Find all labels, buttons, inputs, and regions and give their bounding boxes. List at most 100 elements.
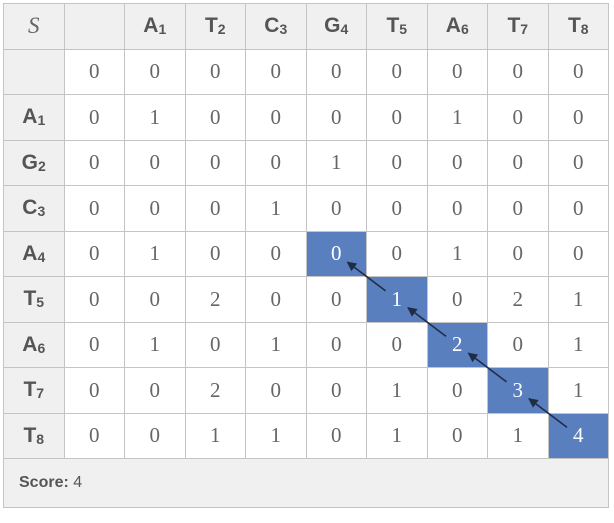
matrix-cell: 0: [305, 185, 367, 232]
column-header-8-index: 8: [580, 21, 589, 38]
matrix-cell: 1: [547, 276, 609, 323]
column-header-3: C3: [245, 3, 307, 50]
matrix-cell: 0: [366, 139, 428, 186]
corner-symbol: S: [3, 3, 65, 50]
matrix-cell: 0: [63, 367, 125, 414]
column-header-5-letter: T: [386, 14, 400, 38]
matrix-cell: 0: [305, 321, 367, 368]
matrix-cell: 0: [124, 276, 186, 323]
matrix-cell: 0: [63, 230, 125, 277]
matrix-cell: 0: [305, 94, 367, 141]
row-header-6-letter: A: [22, 332, 38, 356]
column-header-1-index: 1: [158, 21, 167, 38]
column-header-7-index: 7: [520, 21, 529, 38]
matrix-cell: 1: [547, 367, 609, 414]
matrix-cell: 0: [184, 321, 246, 368]
matrix-cell: 0: [124, 412, 186, 459]
matrix-row: A1 0 1 0 0 0 0 1 0 0: [3, 94, 609, 141]
matrix-cell: 1: [124, 230, 186, 277]
matrix-row: T8 0 0 1 1 0 1 0 1 4: [3, 412, 609, 459]
column-header-3-index: 3: [279, 21, 288, 38]
row-header-1: A1: [3, 94, 65, 141]
row-header-8: T8: [3, 412, 65, 459]
column-header-2-index: 2: [217, 21, 226, 38]
matrix-cell: 0: [305, 276, 367, 323]
row-header-7: T7: [3, 367, 65, 414]
row-header-2: G2: [3, 139, 65, 186]
matrix-cell: 0: [487, 139, 549, 186]
matrix-cell: 2: [487, 276, 549, 323]
row-header-5-index: 5: [36, 294, 45, 311]
matrix-cell: 0: [245, 94, 307, 141]
score-cell: Score: 4: [3, 458, 609, 508]
matrix-cell: 0: [547, 48, 609, 95]
matrix-cell: 0: [63, 94, 125, 141]
matrix-cell: 0: [184, 48, 246, 95]
matrix-cell: 0: [63, 139, 125, 186]
column-header-4-letter: G: [324, 14, 341, 38]
matrix-cell: 0: [487, 94, 549, 141]
matrix-cell: 1: [487, 412, 549, 459]
row-header-6-index: 6: [37, 339, 46, 356]
matrix-cell: 0: [184, 94, 246, 141]
header-row: S A1 T2 C3 G4 T5 A6 T7 T8: [3, 3, 609, 50]
matrix-cell: 1: [366, 412, 428, 459]
column-header-3-letter: C: [264, 14, 280, 38]
matrix-cell: 0: [124, 185, 186, 232]
column-header-4-index: 4: [340, 21, 349, 38]
matrix-cell: 1: [124, 321, 186, 368]
matrix-cell: 0: [547, 94, 609, 141]
matrix-cell: 0: [184, 139, 246, 186]
matrix-cell: 2: [184, 276, 246, 323]
matrix-cell: 1: [366, 367, 428, 414]
column-header-7: T7: [487, 3, 549, 50]
matrix-cell: 0: [63, 412, 125, 459]
column-header-2-letter: T: [204, 14, 218, 38]
matrix-cell: 1: [305, 139, 367, 186]
score-row: Score: 4: [3, 458, 609, 508]
matrix-cell: 1: [426, 94, 488, 141]
traceback-cell: 0: [305, 230, 367, 277]
matrix-cell: 0: [366, 48, 428, 95]
row-header-4-index: 4: [37, 248, 46, 265]
row-header-8-index: 8: [36, 430, 45, 447]
matrix-cell: 1: [426, 230, 488, 277]
matrix-cell: 0: [124, 48, 186, 95]
row-header-3-index: 3: [37, 203, 46, 220]
traceback-cell: 2: [426, 321, 488, 368]
matrix-cell: 1: [245, 321, 307, 368]
traceback-cell: 1: [366, 276, 428, 323]
matrix-row: C3 0 0 0 1 0 0 0 0 0: [3, 185, 609, 232]
matrix-cell: 1: [124, 94, 186, 141]
row-header-4: A4: [3, 230, 65, 277]
column-header-1: A1: [124, 3, 186, 50]
matrix-cell: 0: [245, 230, 307, 277]
matrix-cell: 0: [124, 367, 186, 414]
matrix-cell: 0: [124, 139, 186, 186]
score-label: Score:: [19, 474, 69, 491]
column-header-0: [63, 3, 125, 50]
matrix-cell: 0: [366, 94, 428, 141]
row-header-5-letter: T: [23, 287, 37, 311]
row-header-1-index: 1: [37, 112, 46, 129]
row-header-3: C3: [3, 185, 65, 232]
matrix-row: T7 0 0 2 0 0 1 0 3 1: [3, 367, 609, 414]
matrix-cell: 0: [184, 185, 246, 232]
matrix-cell: 0: [487, 185, 549, 232]
matrix-cell: 0: [305, 367, 367, 414]
column-header-2: T2: [184, 3, 246, 50]
matrix-cell: 0: [547, 185, 609, 232]
column-header-8: T8: [547, 3, 609, 50]
score-value: 4: [73, 474, 83, 491]
matrix-cell: 0: [63, 276, 125, 323]
row-header-3-letter: C: [22, 196, 38, 220]
row-header-1-letter: A: [22, 105, 38, 129]
row-header-2-index: 2: [38, 157, 46, 174]
column-header-5: T5: [366, 3, 428, 50]
row-header-2-letter: G: [21, 150, 39, 174]
matrix-cell: 0: [426, 276, 488, 323]
matrix-cell: 0: [245, 367, 307, 414]
matrix-row: G2 0 0 0 0 1 0 0 0 0: [3, 139, 609, 186]
matrix-cell: 0: [426, 139, 488, 186]
